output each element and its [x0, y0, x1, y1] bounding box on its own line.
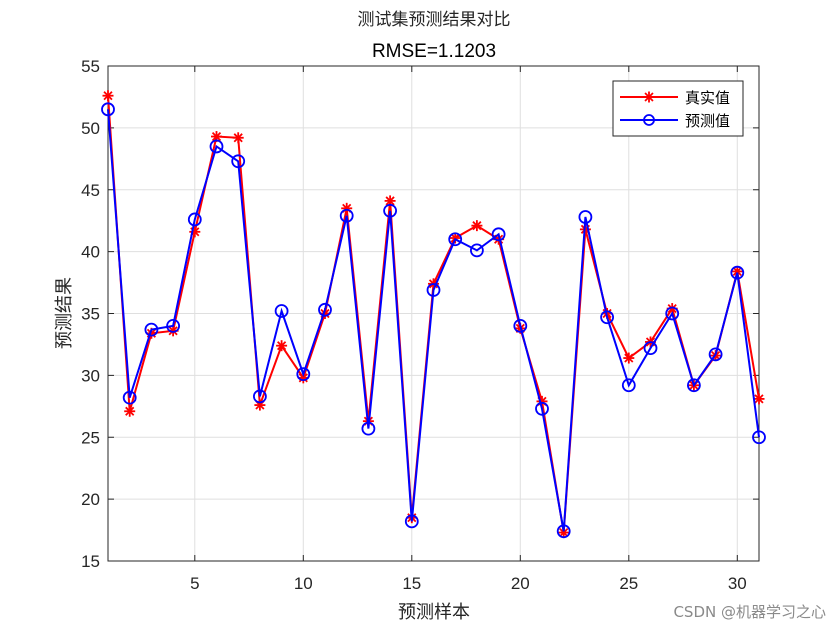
chart-title: 测试集预测结果对比	[358, 10, 511, 30]
data-series	[101, 90, 766, 539]
axes: 5 10 15 20 25 30 15 20 25 30 35 40 45 50 55	[81, 57, 760, 593]
y-axis-label: 预测结果	[54, 277, 75, 349]
y-tick-label: 55	[81, 57, 100, 76]
legend-label-actual: 真实值	[685, 89, 730, 107]
x-tick-label: 10	[294, 574, 313, 593]
x-tick-label: 30	[728, 574, 747, 593]
legend-box	[612, 80, 744, 137]
x-tick-label: 5	[190, 574, 199, 593]
y-tick-label: 25	[81, 428, 100, 447]
y-tick-label: 45	[81, 181, 100, 200]
y-tick-label: 40	[81, 243, 100, 262]
asterisk-marker-icon	[643, 91, 655, 103]
x-axis-label: 预测样本	[398, 602, 470, 623]
legend-label-predicted: 预测值	[685, 112, 730, 130]
y-tick-label: 35	[81, 305, 100, 324]
legend: 真实值 预测值	[612, 80, 744, 137]
y-tick-label: 15	[81, 552, 100, 571]
circle-marker-icon	[643, 114, 655, 126]
x-tick-label: 20	[511, 574, 530, 593]
chart-subtitle: RMSE=1.1203	[372, 41, 496, 62]
series-line	[107, 109, 760, 532]
y-tick-label: 20	[81, 490, 100, 509]
y-tick-label: 30	[81, 366, 100, 385]
watermark: CSDN @机器学习之心	[673, 603, 826, 621]
x-tick-label: 25	[619, 574, 638, 593]
x-tick-label: 15	[402, 574, 421, 593]
y-tick-label: 50	[81, 119, 100, 138]
